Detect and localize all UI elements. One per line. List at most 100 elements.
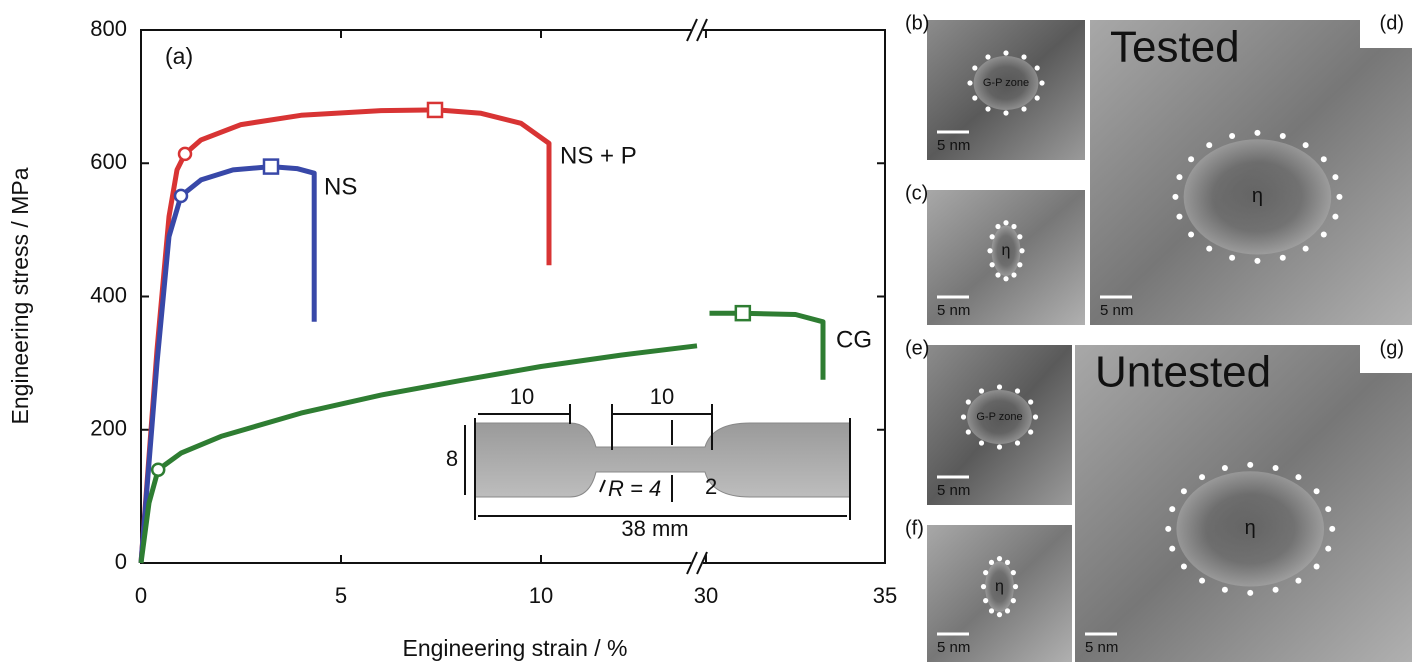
outline-dot	[1176, 213, 1183, 220]
outline-dot	[996, 384, 1003, 390]
outline-dot	[1017, 262, 1023, 268]
y-tick-label: 600	[90, 149, 127, 174]
y-axis-label: Engineering stress / MPa	[7, 167, 33, 424]
outline-dot	[1295, 474, 1302, 481]
outline-dot	[1032, 414, 1039, 420]
outline-dot	[972, 95, 978, 101]
outline-dot	[996, 444, 1003, 450]
outline-dot	[1165, 525, 1172, 532]
outline-dot	[1302, 245, 1309, 252]
outline-dot	[1034, 95, 1040, 101]
outline-dot	[1206, 142, 1213, 149]
y-tick-label: 0	[115, 549, 127, 574]
outline-dot	[1003, 50, 1009, 56]
panel-label: (d)	[1380, 12, 1404, 34]
outline-dot	[1229, 133, 1236, 140]
outline-dot	[996, 556, 1003, 562]
uts-marker	[426, 101, 444, 119]
outline-dot	[1021, 54, 1027, 60]
specimen-inset: 10 10 8 R = 4 2 38 mm	[446, 384, 851, 541]
yield-marker	[150, 462, 166, 477]
scale-label: 5 nm	[937, 302, 970, 319]
outline-dot	[983, 570, 989, 576]
outline-dot	[1206, 245, 1213, 252]
axis-break	[696, 551, 708, 575]
label-bg	[1360, 345, 1412, 373]
outline-dot	[1199, 474, 1206, 481]
outline-dot	[1180, 563, 1187, 570]
precipitate	[967, 390, 1032, 444]
outline-dot	[978, 388, 985, 394]
outline-dot	[1295, 577, 1302, 584]
outline-dot	[960, 414, 967, 420]
outline-dot	[1247, 461, 1254, 468]
panel-label: (b)	[905, 12, 929, 34]
x-tick-label: 35	[873, 583, 897, 608]
outline-dot	[1221, 586, 1228, 593]
panel-label: (c)	[905, 182, 928, 204]
outline-dot	[1028, 429, 1034, 435]
outline-dot	[1014, 388, 1021, 394]
uts-marker	[262, 158, 280, 175]
outline-dot	[1229, 254, 1236, 261]
label-bg	[1360, 20, 1412, 48]
precipitate	[973, 56, 1039, 110]
outline-dot	[980, 584, 987, 590]
precipitate-label: η	[1245, 517, 1256, 539]
outline-dot	[1188, 156, 1195, 163]
outline-dot	[1247, 589, 1254, 596]
precipitate	[1183, 139, 1332, 255]
outline-dot	[988, 608, 995, 614]
outline-dot	[1034, 65, 1040, 71]
outline-dot	[1172, 193, 1179, 200]
outline-dot	[1176, 174, 1183, 181]
x-axis-label: Engineering strain / %	[402, 635, 627, 661]
outline-dot	[1272, 464, 1279, 471]
axis-break	[686, 551, 698, 575]
scale-label: 5 nm	[937, 639, 970, 656]
precipitate-label: η	[1002, 242, 1011, 259]
outline-dot	[1169, 545, 1176, 552]
outline-dot	[1320, 231, 1327, 238]
outline-dot	[1302, 142, 1309, 149]
stress-strain-curve	[138, 164, 317, 564]
outline-dot	[1329, 525, 1336, 532]
y-tick-label: 800	[90, 16, 127, 41]
outline-dot	[1011, 223, 1017, 230]
outline-dot	[1180, 488, 1187, 495]
outline-dot	[995, 223, 1001, 230]
outline-dot	[988, 559, 995, 566]
dim-grip: 10	[510, 384, 534, 409]
stress-strain-curve	[138, 310, 826, 564]
scale-label: 5 nm	[937, 482, 970, 499]
dimension-lines	[464, 404, 851, 520]
specimen	[474, 422, 851, 498]
stress-strain-curve	[138, 107, 552, 564]
outline-dot	[1004, 608, 1011, 614]
outline-dot	[1014, 440, 1021, 446]
scale-label: 5 nm	[937, 137, 970, 154]
dim-total: 38 mm	[621, 516, 688, 541]
outline-dot	[1017, 234, 1023, 240]
scale-label: 5 nm	[1100, 302, 1133, 319]
outline-dot	[1336, 193, 1343, 200]
outline-dot	[996, 612, 1003, 618]
curve-label: NS + P	[560, 142, 637, 169]
panel-label: (g)	[1380, 337, 1404, 359]
outline-dot	[1332, 213, 1339, 220]
x-tick-label: 5	[335, 583, 347, 608]
outline-dot	[989, 234, 995, 240]
scale-label: 5 nm	[1085, 639, 1118, 656]
outline-dot	[1332, 174, 1339, 181]
precipitate	[991, 225, 1021, 276]
outline-dot	[965, 429, 971, 435]
dim-gauge: 10	[650, 384, 674, 409]
precipitate	[985, 561, 1014, 612]
panel-heading: Tested	[1110, 23, 1240, 72]
outline-dot	[1313, 563, 1320, 570]
outline-dot	[1313, 488, 1320, 495]
outline-dot	[983, 598, 989, 604]
outline-dot	[985, 54, 991, 60]
dim-radius: R = 4	[608, 476, 661, 501]
